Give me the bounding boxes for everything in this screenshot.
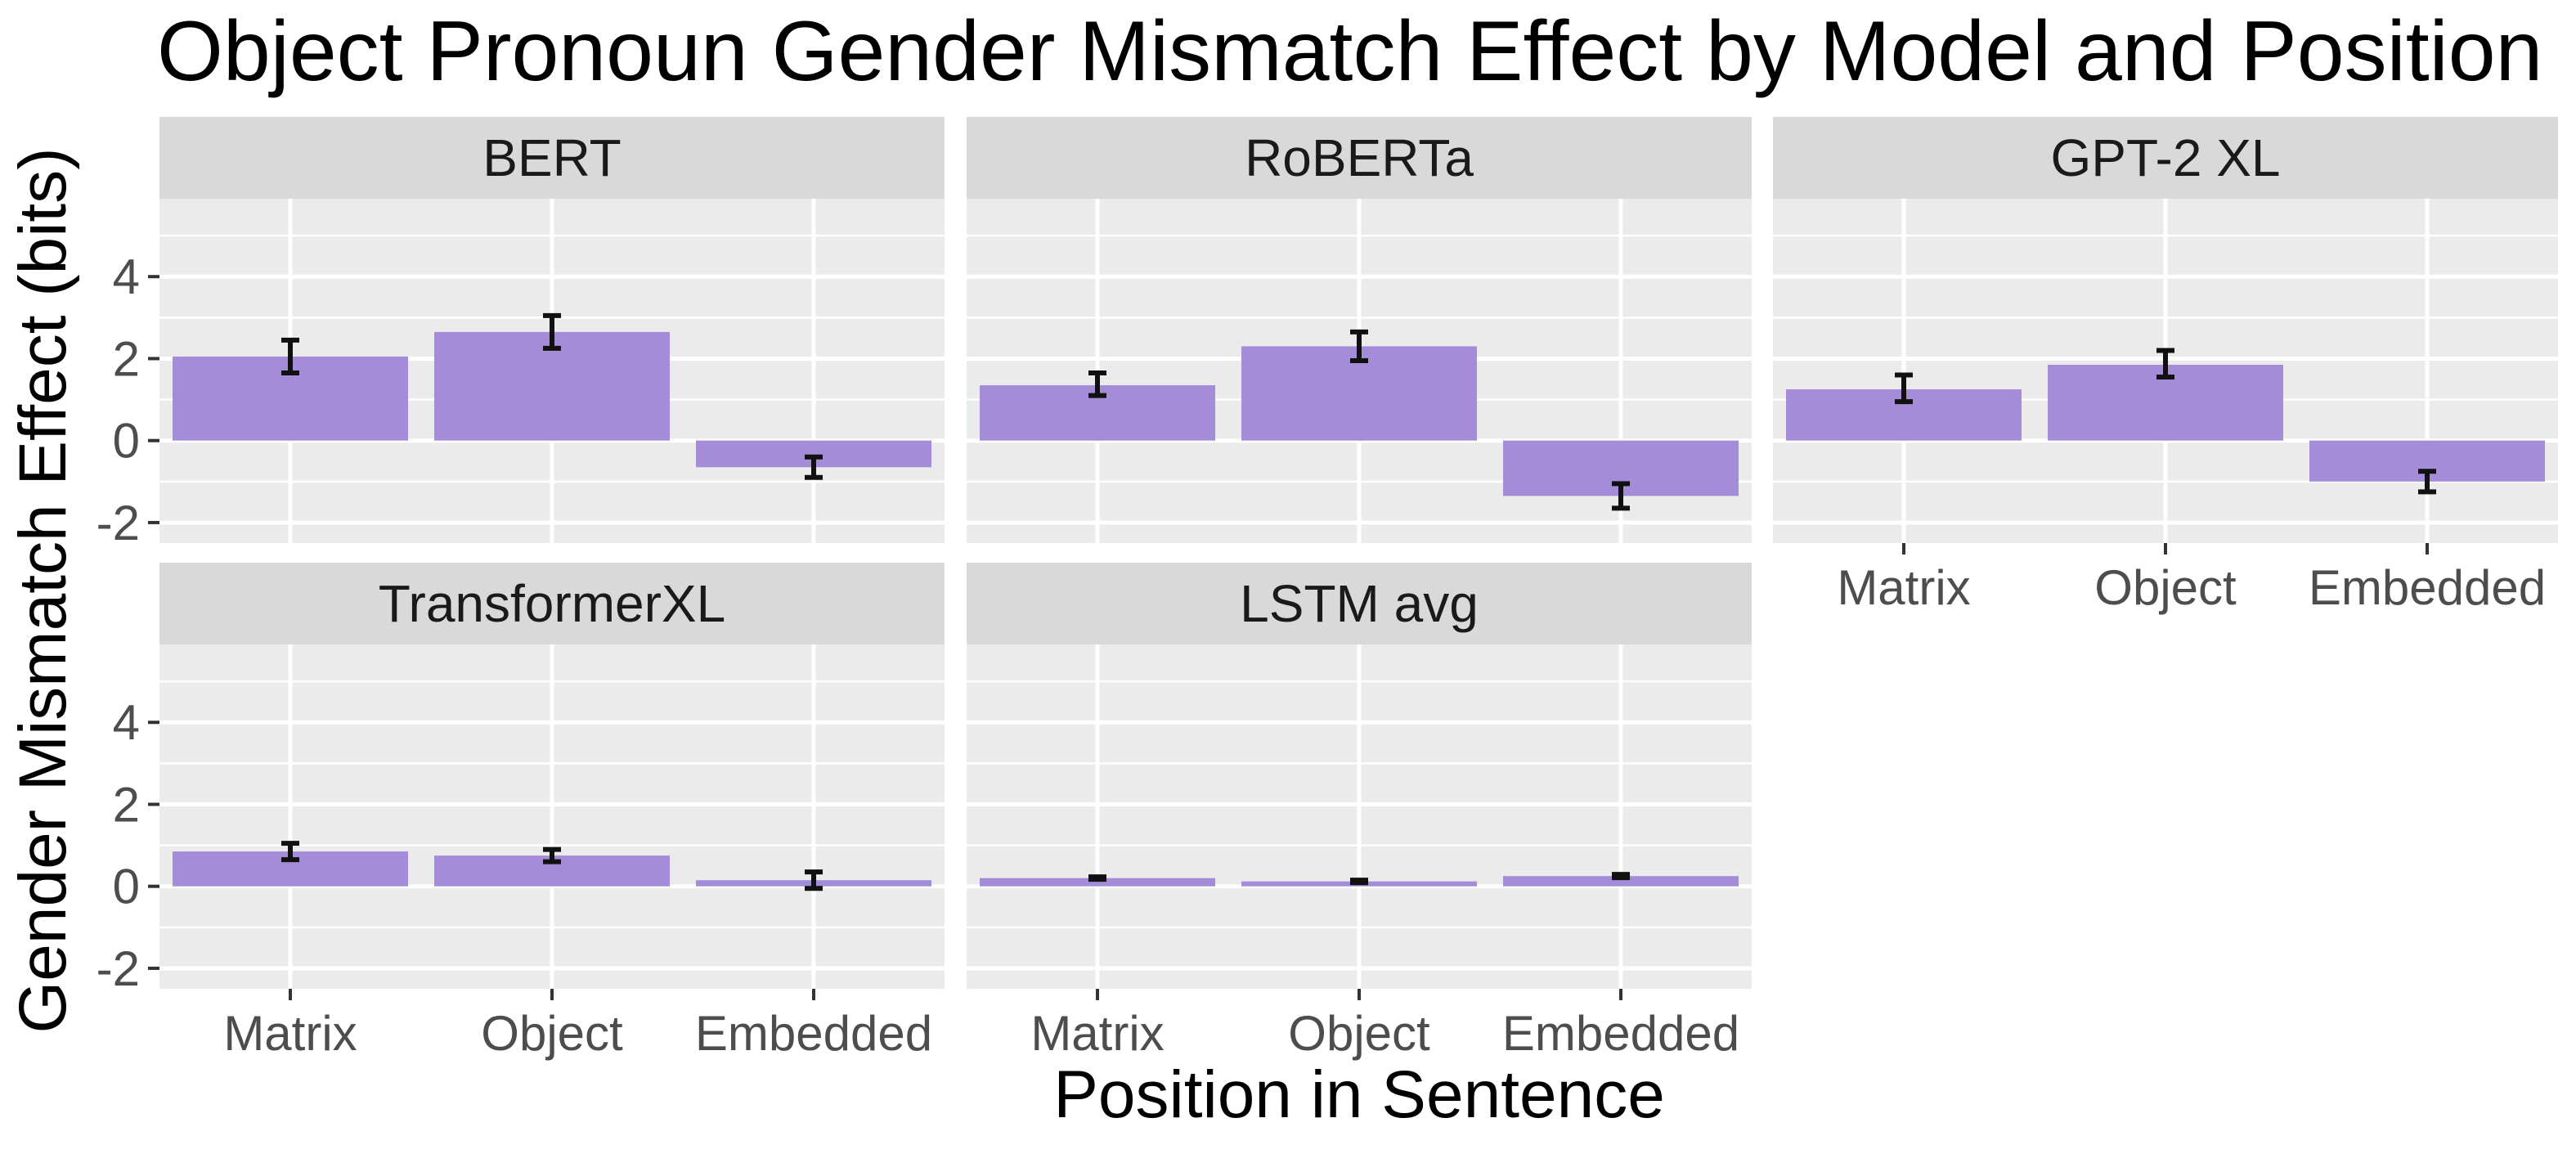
error-bar bbox=[1350, 878, 1368, 886]
error-bar bbox=[1895, 372, 1913, 405]
x-tick-label: Matrix bbox=[223, 1006, 357, 1061]
y-axis-title: Gender Mismatch Effect (bits) bbox=[6, 147, 80, 1033]
y-tick-label: -2 bbox=[96, 941, 140, 996]
error-bar bbox=[543, 846, 561, 864]
error-bar bbox=[805, 869, 823, 891]
error-bar bbox=[805, 454, 823, 480]
panel-strip bbox=[159, 117, 945, 199]
error-bar bbox=[1088, 874, 1106, 882]
x-tick-label: Object bbox=[2094, 560, 2237, 615]
panel-strip-label: RoBERTa bbox=[1245, 128, 1474, 187]
panel-3: TransformerXL -2 0 2 4 Matrix Object Embedded bbox=[96, 563, 945, 1061]
panel-2: GPT-2 XL Matrix Object Embedded bbox=[1773, 117, 2558, 615]
error-bar bbox=[1350, 329, 1368, 363]
error-bar bbox=[2418, 469, 2436, 495]
x-tick-label: Object bbox=[1288, 1006, 1430, 1061]
y-tick-label: 4 bbox=[113, 249, 140, 304]
panel-strip bbox=[159, 563, 945, 644]
x-axis-title: Position in Sentence bbox=[1053, 1057, 1665, 1132]
bar-matrix bbox=[980, 878, 1215, 887]
error-bar bbox=[1088, 370, 1106, 398]
bar-embedded bbox=[1503, 876, 1739, 887]
panels: BERT -2 0 2 4 RoBERTa GPT-2 XL Matrix Object Embe… bbox=[96, 117, 2558, 1061]
error-bar bbox=[281, 337, 299, 376]
x-tick-label: Embedded bbox=[1502, 1006, 1739, 1061]
y-tick-label: 4 bbox=[113, 695, 140, 750]
panel-0: BERT -2 0 2 4 bbox=[96, 117, 945, 550]
y-tick-label: 0 bbox=[113, 860, 140, 914]
x-tick-label: Matrix bbox=[1030, 1006, 1164, 1061]
error-bar bbox=[2156, 348, 2174, 380]
y-tick-label: 2 bbox=[113, 331, 140, 386]
error-bar bbox=[281, 841, 299, 863]
error-bar bbox=[543, 312, 561, 351]
x-tick-label: Object bbox=[481, 1006, 623, 1061]
panel-strip bbox=[967, 563, 1752, 644]
chart-title: Object Pronoun Gender Mismatch Effect by… bbox=[157, 4, 2542, 99]
panel-strip-label: TransformerXL bbox=[379, 574, 725, 633]
x-tick-label: Embedded bbox=[2309, 560, 2546, 615]
panel-strip-label: LSTM avg bbox=[1240, 574, 1479, 633]
panel-strip-label: GPT-2 XL bbox=[2051, 128, 2281, 187]
x-tick-label: Matrix bbox=[1837, 560, 1970, 615]
panel-strip bbox=[1773, 117, 2558, 199]
y-tick-label: 0 bbox=[113, 414, 140, 469]
panel-strip bbox=[967, 117, 1752, 199]
panel-strip-label: BERT bbox=[482, 128, 622, 187]
panel-4: LSTM avg Matrix Object Embedded bbox=[967, 563, 1752, 1061]
error-bar bbox=[1612, 481, 1630, 511]
error-bar bbox=[1612, 872, 1630, 881]
y-tick-label: 2 bbox=[113, 777, 140, 832]
x-tick-label: Embedded bbox=[695, 1006, 932, 1061]
panel-1: RoBERTa bbox=[967, 117, 1752, 543]
y-tick-label: -2 bbox=[96, 496, 140, 550]
